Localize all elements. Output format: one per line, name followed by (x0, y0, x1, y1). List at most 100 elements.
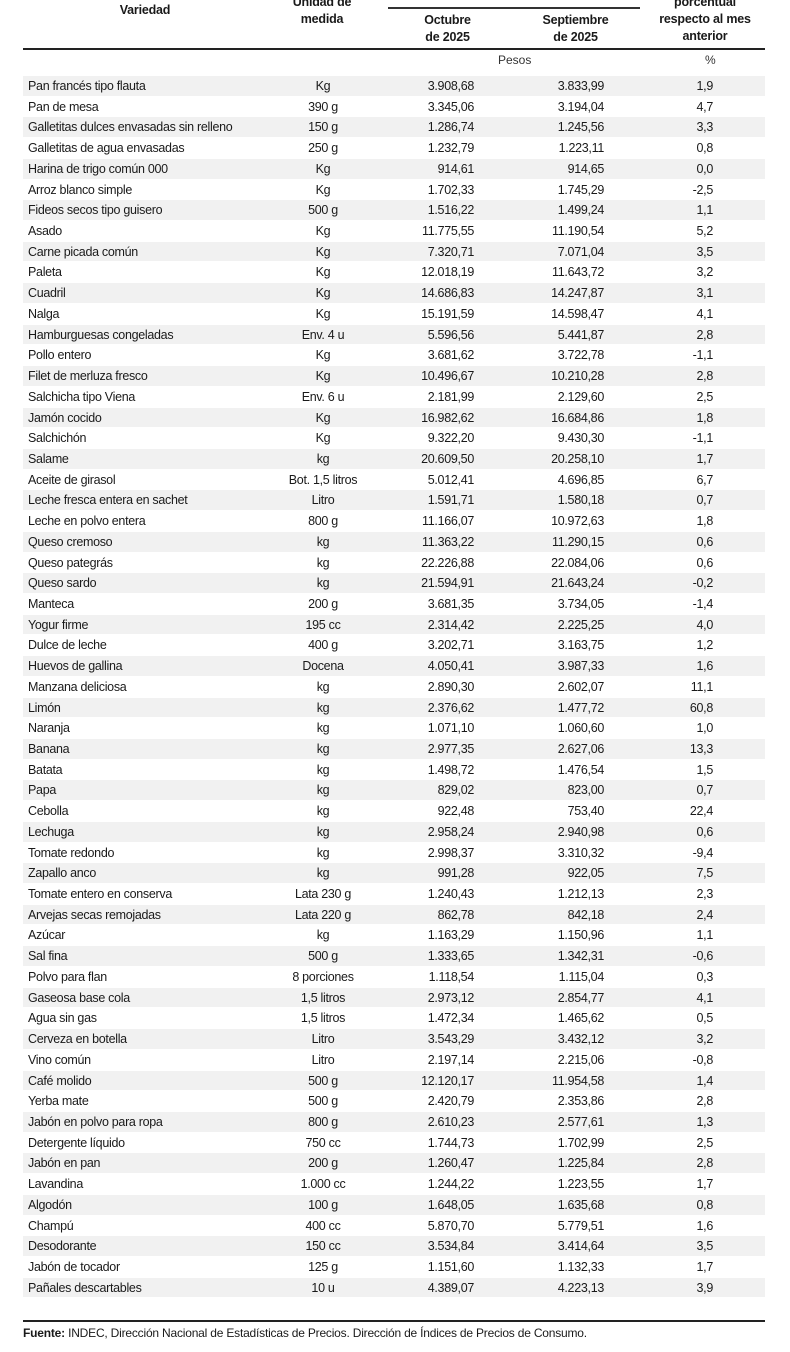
row-octubre: 829,02 (437, 783, 475, 798)
row-unidad: 10 u (311, 1280, 335, 1295)
row-variacion: 2,8 (696, 369, 714, 384)
footer-rule (23, 1320, 765, 1322)
table-row: Lechuga kg 2.958,24 2.940,98 0,6 (23, 821, 765, 843)
table-row: Fideos secos tipo guisero 500 g 1.516,22 1.… (23, 200, 765, 222)
row-unidad: Kg (315, 306, 331, 321)
row-variacion: 11,1 (690, 679, 714, 694)
row-variacion: 3,3 (696, 120, 714, 135)
row-unidad: 125 g (308, 1259, 338, 1274)
row-variacion: 3,5 (696, 1239, 714, 1254)
row-variedad: Manzana deliciosa (28, 679, 127, 694)
row-variedad: Arvejas secas remojadas (28, 907, 161, 922)
row-septiembre: 1.477,72 (557, 700, 605, 715)
row-variacion: 7,5 (696, 866, 714, 881)
row-septiembre: 9.430,30 (557, 431, 605, 446)
row-septiembre: 4.696,85 (557, 472, 605, 487)
row-octubre: 2.376,62 (427, 700, 475, 715)
row-septiembre: 3.833,99 (557, 79, 605, 93)
row-octubre: 20.609,50 (421, 451, 474, 466)
row-octubre: 4.050,41 (427, 659, 475, 674)
row-septiembre: 3.414,64 (557, 1239, 605, 1254)
row-variacion: 1,3 (696, 1114, 714, 1129)
table-row: Tomate entero en conserva Lata 230 g 1.240… (23, 884, 765, 905)
table-row: Arroz blanco simple Kg 1.702,33 1.745,29 -2,… (23, 180, 765, 201)
row-octubre: 914,61 (437, 161, 475, 176)
row-septiembre: 914,65 (567, 161, 605, 176)
row-septiembre: 1.499,24 (557, 203, 605, 218)
table-row: Cerveza en botella Litro 3.543,29 3.432,12 3… (23, 1029, 765, 1050)
row-unidad: 500 g (308, 949, 338, 964)
row-variacion: 2,4 (696, 907, 714, 922)
row-unidad: Kg (315, 410, 331, 425)
row-variacion: 1,7 (696, 451, 714, 466)
header-unidad-line1: Unidad de (292, 0, 352, 9)
row-septiembre: 11.290,15 (552, 534, 604, 549)
table-row: Agua sin gas 1,5 litros 1.472,34 1.465,62 0,… (23, 1008, 765, 1030)
row-octubre: 1.260,47 (427, 1156, 475, 1171)
row-unidad: Litro (311, 493, 335, 508)
row-octubre: 2.890,30 (427, 679, 475, 694)
row-septiembre: 2.854,77 (557, 990, 605, 1005)
table-row: Filet de merluza fresco Kg 10.496,67 10.210… (23, 366, 765, 387)
row-unidad: kg (316, 928, 330, 943)
row-septiembre: 11.190,54 (552, 224, 604, 239)
row-octubre: 12.120,17 (421, 1073, 474, 1088)
row-octubre: 3.345,06 (427, 99, 475, 114)
row-octubre: 1.498,72 (427, 762, 475, 777)
row-septiembre: 2.215,06 (557, 1052, 605, 1067)
source-note: Fuente: INDEC, Dirección Nacional de Est… (23, 1326, 587, 1340)
row-octubre: 1.333,65 (427, 949, 475, 964)
row-variacion: 3,2 (696, 265, 714, 280)
row-variedad: Asado (28, 224, 62, 239)
table-row: Café molido 500 g 12.120,17 11.954,58 1,4 (23, 1070, 765, 1092)
row-unidad: 200 g (308, 596, 338, 611)
row-variedad: Salchichón (28, 431, 87, 446)
row-unidad: Bot. 1,5 litros (288, 472, 358, 487)
row-variacion: -9,4 (692, 845, 714, 860)
table-row: Banana kg 2.977,35 2.627,06 13,3 (23, 739, 765, 760)
row-variedad: Cuadril (28, 286, 66, 301)
header-septiembre-line1: Septiembre (542, 13, 609, 27)
row-septiembre: 16.684,86 (551, 410, 604, 425)
row-variedad: Desodorante (28, 1239, 97, 1254)
row-octubre: 1.240,43 (427, 887, 475, 902)
table-row: Manteca 200 g 3.681,35 3.734,05 -1,4 (23, 594, 765, 615)
row-unidad: kg (316, 451, 330, 466)
table-row: Manzana deliciosa kg 2.890,30 2.602,07 11,1 (23, 677, 765, 698)
row-octubre: 862,78 (437, 907, 475, 922)
row-unidad: Docena (302, 659, 344, 674)
row-variedad: Leche fresca entera en sachet (28, 493, 188, 508)
row-variacion: 1,8 (696, 514, 714, 529)
row-variacion: 22,4 (689, 804, 713, 819)
row-variedad: Salchicha tipo Viena (28, 389, 136, 404)
header-variacion: porcentual respecto al mes anterior (640, 0, 770, 45)
row-variedad: Carne picada común (28, 244, 138, 259)
row-variedad: Cebolla (28, 804, 69, 819)
row-septiembre: 10.210,28 (551, 369, 604, 384)
row-septiembre: 2.940,98 (557, 824, 605, 839)
row-variacion: -0,2 (692, 576, 714, 591)
row-septiembre: 5.441,87 (557, 327, 605, 342)
row-variedad: Paleta (28, 265, 62, 280)
row-variacion: 1,6 (696, 659, 714, 674)
row-variacion: 1,4 (696, 1073, 714, 1088)
row-octubre: 1.516,22 (427, 203, 475, 218)
row-variedad: Yogur firme (28, 617, 89, 632)
table-row: Champú 400 cc 5.870,70 5.779,51 1,6 (23, 1216, 765, 1237)
row-septiembre: 3.310,32 (557, 845, 605, 860)
row-variedad: Tomate redondo (28, 845, 115, 860)
row-variedad: Zapallo anco (28, 866, 96, 881)
row-septiembre: 20.258,10 (551, 451, 604, 466)
row-variedad: Fideos secos tipo guisero (28, 203, 163, 218)
table-row: Asado Kg 11.775,55 11.190,54 5,2 (23, 221, 765, 242)
header-unidad: Unidad de medida (272, 0, 372, 28)
row-variedad: Banana (28, 742, 70, 756)
row-septiembre: 3.194,04 (557, 99, 605, 114)
row-variedad: Galletitas de agua envasadas (28, 141, 185, 156)
row-septiembre: 2.225,25 (557, 617, 605, 632)
row-unidad: Kg (315, 79, 331, 93)
row-septiembre: 2.602,07 (557, 679, 605, 694)
row-unidad: 100 g (308, 1197, 338, 1212)
table-row: Gaseosa base cola 1,5 litros 2.973,12 2.854… (23, 987, 765, 1009)
row-unidad: Env. 4 u (301, 327, 345, 342)
